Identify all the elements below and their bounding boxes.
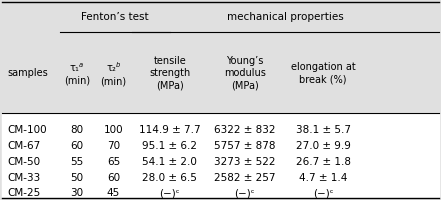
- Text: Young’s
modulus
(MPa): Young’s modulus (MPa): [224, 56, 265, 90]
- Text: 38.1 ± 5.7: 38.1 ± 5.7: [295, 124, 351, 134]
- Text: 65: 65: [107, 156, 120, 166]
- Text: 3273 ± 522: 3273 ± 522: [214, 156, 276, 166]
- Text: (−)ᶜ: (−)ᶜ: [313, 187, 333, 197]
- Text: 55: 55: [71, 156, 84, 166]
- Text: 100: 100: [104, 124, 123, 134]
- Text: 2582 ± 257: 2582 ± 257: [214, 172, 276, 182]
- Text: 70: 70: [107, 140, 120, 150]
- Text: CM-50: CM-50: [7, 156, 40, 166]
- Text: elongation at
break (%): elongation at break (%): [291, 62, 355, 84]
- Text: 80: 80: [71, 124, 84, 134]
- Text: 26.7 ± 1.8: 26.7 ± 1.8: [295, 156, 351, 166]
- Text: 27.0 ± 9.9: 27.0 ± 9.9: [295, 140, 351, 150]
- Text: 5757 ± 878: 5757 ± 878: [214, 140, 276, 150]
- Text: CM-100: CM-100: [7, 124, 47, 134]
- Text: 60: 60: [71, 140, 84, 150]
- Bar: [2, 113, 439, 198]
- Text: 54.1 ± 2.0: 54.1 ± 2.0: [142, 156, 197, 166]
- Text: 50: 50: [71, 172, 84, 182]
- Text: τ₁$^{a}$
(min): τ₁$^{a}$ (min): [64, 61, 90, 85]
- Text: 60: 60: [107, 172, 120, 182]
- Text: 30: 30: [71, 187, 84, 197]
- Text: tensile
strength
(MPa): tensile strength (MPa): [149, 56, 191, 90]
- Text: 45: 45: [107, 187, 120, 197]
- Text: 6322 ± 832: 6322 ± 832: [214, 124, 276, 134]
- Text: 28.0 ± 6.5: 28.0 ± 6.5: [142, 172, 197, 182]
- Text: (−)ᶜ: (−)ᶜ: [235, 187, 255, 197]
- Text: CM-33: CM-33: [7, 172, 40, 182]
- Text: Fenton’s test: Fenton’s test: [81, 12, 149, 22]
- Text: τ₂$^{b}$
(min): τ₂$^{b}$ (min): [101, 60, 127, 86]
- Text: 95.1 ± 6.2: 95.1 ± 6.2: [142, 140, 197, 150]
- Text: CM-25: CM-25: [7, 187, 40, 197]
- Text: mechanical properties: mechanical properties: [227, 12, 344, 22]
- Text: samples: samples: [7, 68, 48, 78]
- Text: CM-67: CM-67: [7, 140, 40, 150]
- Text: 4.7 ± 1.4: 4.7 ± 1.4: [299, 172, 347, 182]
- Text: (−)ᶜ: (−)ᶜ: [160, 187, 180, 197]
- Text: 114.9 ± 7.7: 114.9 ± 7.7: [139, 124, 201, 134]
